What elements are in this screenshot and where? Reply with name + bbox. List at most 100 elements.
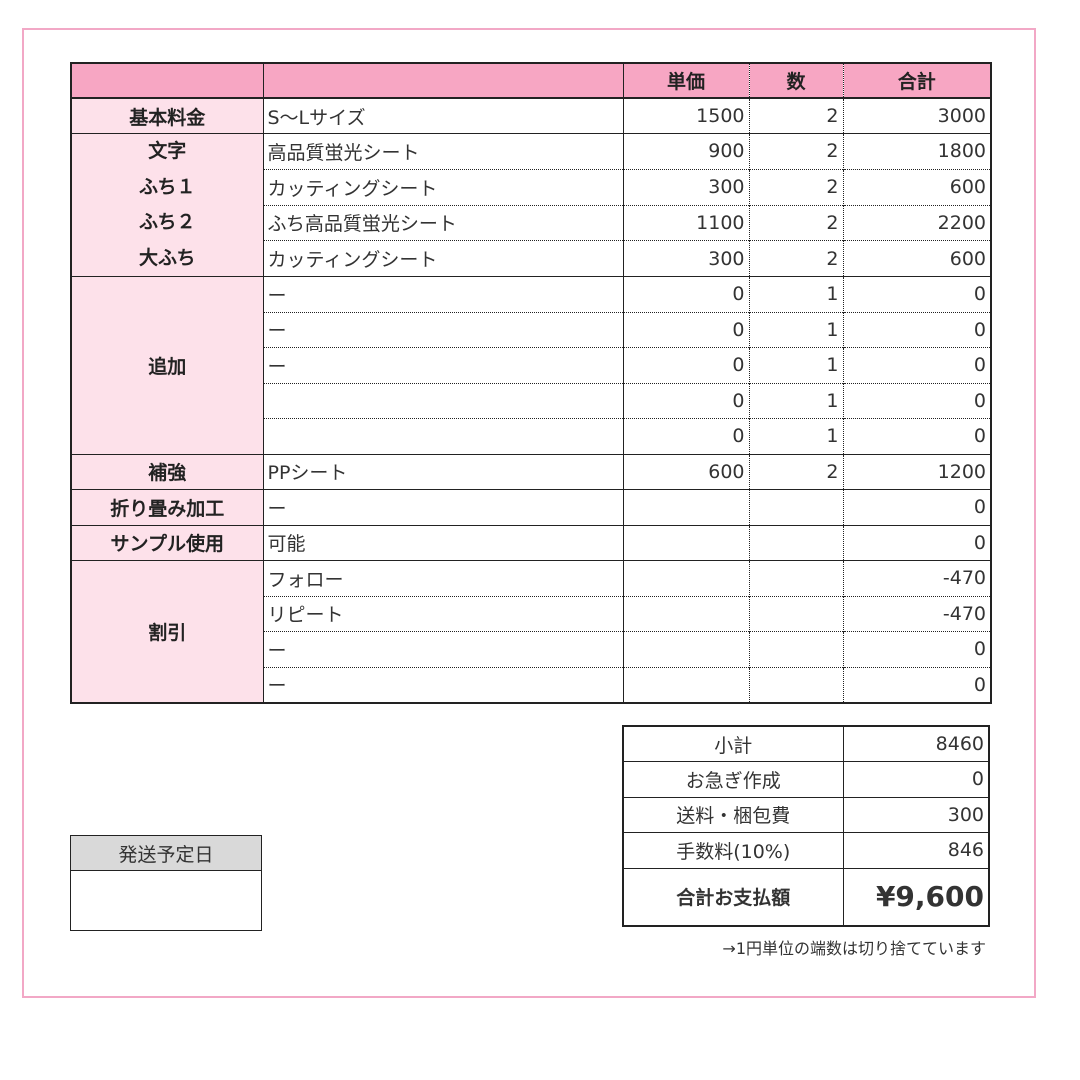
quantity-cell: 2 bbox=[749, 133, 844, 170]
category-label-line: 大ふち bbox=[139, 246, 196, 269]
ship-date-label: 発送予定日 bbox=[70, 835, 262, 871]
category-label: 割引 bbox=[70, 560, 264, 703]
category-label: 補強 bbox=[70, 453, 264, 490]
total-cell: 600 bbox=[843, 240, 992, 277]
total-cell: 3000 bbox=[843, 97, 992, 134]
table-row: リピート -470 bbox=[71, 595, 992, 632]
table-row: 追加ー 0 1 0 bbox=[70, 276, 992, 454]
category-label-line: 補強 bbox=[148, 462, 187, 485]
ship-date-box: 発送予定日 bbox=[70, 835, 262, 931]
item-cell: ー bbox=[262, 666, 624, 703]
category-label-line: サンプル使用 bbox=[110, 533, 224, 556]
summary-label: 合計お支払額 bbox=[622, 867, 844, 927]
item-cell: フォロー bbox=[262, 560, 624, 596]
total-cell: 1200 bbox=[843, 453, 992, 490]
category-label: 文字 ふち１ ふち２ 大ふち bbox=[70, 133, 264, 277]
total-cell: 0 bbox=[843, 276, 992, 312]
category-label-line: 追加 bbox=[148, 355, 187, 378]
summary-label: お急ぎ作成 bbox=[622, 761, 844, 798]
table-row: カッティングシート 300 2 600 bbox=[71, 240, 992, 277]
category-label: 折り畳み加工 bbox=[70, 489, 264, 525]
total-cell: 0 bbox=[843, 489, 992, 525]
quantity-cell: 1 bbox=[749, 311, 844, 348]
total-cell: 0 bbox=[843, 418, 992, 454]
unit-price-cell: 300 bbox=[622, 168, 750, 205]
unit-price-cell bbox=[622, 631, 750, 667]
page-frame bbox=[22, 28, 1036, 998]
quantity-cell: 2 bbox=[749, 168, 844, 205]
unit-price-cell bbox=[622, 524, 750, 561]
ship-date-value bbox=[70, 870, 262, 931]
total-cell: 0 bbox=[843, 666, 992, 703]
total-cell: 2200 bbox=[843, 204, 992, 241]
summary-row: 手数料(10%) 846 bbox=[622, 832, 990, 869]
table-row: カッティングシート 300 2 600 bbox=[71, 168, 992, 205]
header-blank-1 bbox=[70, 63, 264, 99]
unit-price-cell bbox=[622, 560, 750, 596]
quantity-cell bbox=[749, 489, 844, 525]
unit-price-cell: 0 bbox=[622, 382, 750, 419]
header-quantity: 数 bbox=[749, 63, 844, 99]
summary-value: 846 bbox=[842, 832, 990, 869]
table-row: 基本料金 S〜Lサイズ 1500 2 3000 bbox=[70, 97, 992, 134]
quantity-cell bbox=[749, 631, 844, 667]
unit-price-cell bbox=[622, 489, 750, 525]
header-total: 合計 bbox=[843, 63, 992, 99]
item-cell: ー bbox=[262, 489, 624, 525]
unit-price-cell: 1500 bbox=[622, 97, 750, 134]
quantity-cell bbox=[749, 524, 844, 561]
quantity-cell: 2 bbox=[749, 240, 844, 277]
summary-row: お急ぎ作成 0 bbox=[622, 761, 990, 798]
quantity-cell: 2 bbox=[749, 453, 844, 490]
unit-price-cell: 0 bbox=[622, 311, 750, 348]
table-row: ふち高品質蛍光シート 1100 2 2200 bbox=[71, 204, 992, 241]
total-cell: -470 bbox=[843, 560, 992, 596]
quantity-cell bbox=[749, 560, 844, 596]
table-row: 文字 ふち１ ふち２ 大ふち 高品質蛍光シート 900 2 1800 bbox=[70, 133, 992, 277]
unit-price-cell: 600 bbox=[622, 453, 750, 490]
item-cell: ふち高品質蛍光シート bbox=[262, 204, 624, 241]
category-label-line: ふち１ bbox=[139, 175, 196, 198]
category-label-line: 割引 bbox=[148, 621, 187, 644]
category-label-line: 折り畳み加工 bbox=[110, 497, 225, 520]
total-cell: 0 bbox=[843, 631, 992, 667]
category-label-line: 基本料金 bbox=[129, 106, 206, 129]
item-cell: 可能 bbox=[262, 524, 624, 561]
summary-label: 手数料(10%) bbox=[622, 832, 844, 869]
unit-price-cell: 300 bbox=[622, 240, 750, 277]
unit-price-cell: 0 bbox=[622, 347, 750, 383]
item-cell bbox=[262, 382, 624, 419]
item-cell: PPシート bbox=[262, 453, 624, 490]
total-cell: 600 bbox=[843, 168, 992, 205]
quantity-cell: 1 bbox=[749, 276, 844, 312]
total-cell: 0 bbox=[843, 382, 992, 419]
price-table: 単価 数 合計 基本料金 S〜Lサイズ 1500 2 3000 文字 ふち１ ふち２ 大ふち 高品… bbox=[70, 62, 992, 704]
category-label: 基本料金 bbox=[70, 97, 264, 134]
item-cell: カッティングシート bbox=[262, 240, 624, 277]
item-cell: ー bbox=[262, 311, 624, 348]
header-unit-price: 単価 bbox=[622, 63, 750, 99]
unit-price-cell: 0 bbox=[622, 418, 750, 454]
header-blank-2 bbox=[262, 63, 624, 99]
total-cell: 0 bbox=[843, 347, 992, 383]
summary-value: ¥9,600 bbox=[842, 867, 990, 927]
item-cell: ー bbox=[262, 631, 624, 667]
unit-price-cell: 0 bbox=[622, 276, 750, 312]
table-row: 割引 フォロー -470 bbox=[70, 560, 992, 703]
rounding-note: →1円単位の端数は切り捨てています bbox=[722, 939, 986, 958]
unit-price-cell bbox=[622, 666, 750, 703]
item-cell bbox=[262, 418, 624, 454]
summary-label: 送料・梱包費 bbox=[622, 796, 844, 833]
quantity-cell bbox=[749, 595, 844, 632]
quantity-cell: 2 bbox=[749, 97, 844, 134]
quantity-cell: 2 bbox=[749, 204, 844, 241]
item-cell: ー bbox=[262, 347, 624, 383]
summary-value: 300 bbox=[842, 796, 990, 833]
item-cell: ー bbox=[262, 276, 624, 312]
item-cell: 高品質蛍光シート bbox=[262, 133, 624, 170]
